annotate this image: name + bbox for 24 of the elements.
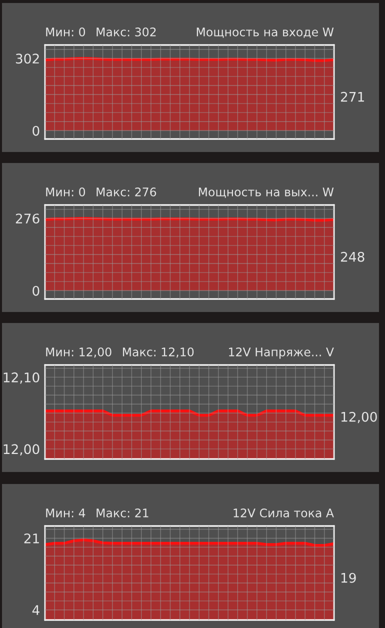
text: 19	[341, 572, 356, 583]
chart-title: Мощность на входе W	[196, 28, 334, 38]
text: Мин: 4	[46, 508, 86, 518]
text: Макс: 12,10	[122, 347, 194, 358]
text: 248	[340, 252, 364, 262]
chart-title: Мощность на вых... W	[198, 188, 334, 198]
y-tick-label: 21	[24, 533, 39, 544]
text: 271	[340, 92, 364, 102]
text: Макс: 302	[96, 27, 156, 36]
y-tick-label: 12,00	[4, 444, 40, 456]
text: 12,00	[341, 412, 377, 424]
y-tick-label: 0	[32, 126, 40, 136]
y-tick-label: 0	[32, 286, 40, 296]
text: Мин: 0	[46, 187, 86, 196]
text: Макс: 276	[96, 187, 156, 196]
y-tick-label: 302	[16, 54, 39, 64]
text: Мин: 0	[46, 27, 86, 36]
chart-title: 12V Напряже... V	[229, 347, 334, 359]
y-tick-label: 276	[16, 214, 40, 224]
y-tick-label: 4	[32, 605, 40, 615]
text: Мин: 12,00	[46, 347, 112, 358]
y-tick-label: 12,10	[4, 372, 40, 384]
chart-title: 12V Сила тока A	[234, 508, 334, 518]
text: Макс: 21	[96, 508, 148, 518]
